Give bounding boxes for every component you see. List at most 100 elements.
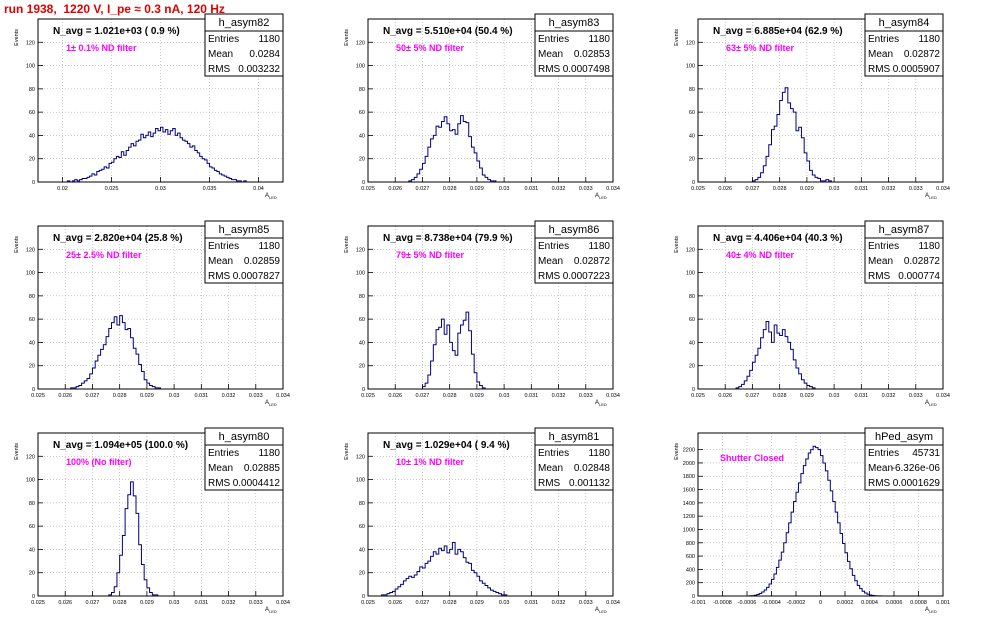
x-tick-label: 0.032 (222, 393, 236, 399)
y-tick-label: 80 (359, 87, 365, 93)
stat-value: 0.0007223 (563, 271, 611, 282)
y-tick-label: 20 (359, 571, 365, 577)
plot-frame (37, 225, 284, 390)
x-tick-label: 0.026 (718, 186, 732, 192)
stat-value: 1180 (588, 448, 610, 459)
plot-frame (697, 225, 944, 390)
x-axis-label: ALED (595, 400, 607, 407)
x-tick-label: 0.03 (829, 186, 840, 192)
stat-label: Entries (208, 448, 239, 459)
stat-value: -6.326e-06 (892, 463, 941, 474)
stat-value: 1180 (588, 241, 610, 252)
stat-value: 0.02872 (904, 256, 941, 267)
y-tick-label: 20 (29, 157, 35, 163)
x-tick-label: 0.032 (222, 600, 236, 606)
x-tick-label: 0.03 (499, 600, 510, 606)
stat-label: Entries (868, 448, 899, 459)
x-tick-label: 0.025 (361, 186, 375, 192)
histogram-line (108, 481, 159, 596)
histogram-line (62, 126, 249, 183)
x-tick-label: 0.034 (936, 186, 950, 192)
n-avg-heading: N_avg = 4.406e+04 (40.3 %) (713, 233, 843, 244)
y-tick-label: 60 (689, 110, 695, 116)
y-tick-label: 40 (359, 547, 365, 553)
x-tick-label: 0.03 (499, 393, 510, 399)
stat-label: Mean (868, 49, 893, 60)
y-tick-label: 0 (32, 387, 35, 393)
stat-label: Entries (538, 34, 569, 45)
stat-label: Mean (538, 256, 563, 267)
y-tick-label: 80 (689, 87, 695, 93)
stat-label: Entries (868, 241, 899, 252)
stat-label: Mean (538, 463, 563, 474)
y-tick-label: 20 (359, 157, 365, 163)
histogram-name: h_asym85 (219, 224, 270, 236)
x-tick-label: 0.025 (31, 600, 45, 606)
x-tick-label: 0.031 (194, 600, 208, 606)
x-tick-label: 0.027 (416, 186, 430, 192)
x-tick-label: 0.032 (552, 600, 566, 606)
y-tick-label: 20 (29, 364, 35, 370)
y-axis-label: Events (674, 29, 680, 46)
stat-label: RMS (538, 271, 561, 282)
n-avg-heading: N_avg = 5.510e+04 (50.4 %) (383, 26, 513, 37)
x-tick-label: 0.03 (169, 600, 180, 606)
y-tick-label: 100 (686, 271, 695, 277)
histogram-name: h_asym83 (549, 17, 600, 29)
x-tick-label: 0.033 (579, 186, 593, 192)
x-tick-label: 0 (819, 600, 822, 606)
stat-label: Entries (868, 34, 899, 45)
panel-h_asym81: 0.025 0.026 0.027 0.028 0.029 0.03 0.031 0.032 0… (344, 427, 620, 614)
y-tick-label: 120 (686, 247, 695, 253)
y-tick-label: 80 (689, 294, 695, 300)
x-axis-label: ALED (925, 400, 937, 407)
stats-box (534, 220, 614, 284)
y-tick-label: 400 (686, 567, 695, 573)
panel-h_asym84: 0.025 0.026 0.027 0.028 0.029 0.03 0.031 0.032 0… (674, 13, 950, 200)
y-tick-label: 200 (686, 581, 695, 587)
stat-value: 0.0007827 (233, 271, 281, 282)
y-tick-label: 60 (29, 110, 35, 116)
x-tick-label: -0.0002 (787, 600, 806, 606)
stat-label: RMS (208, 478, 231, 489)
y-tick-label: 0 (362, 387, 365, 393)
y-tick-label: 100 (356, 478, 365, 484)
x-tick-label: 0.035 (203, 186, 217, 192)
x-tick-label: 0.033 (909, 186, 923, 192)
stats-box (204, 427, 284, 491)
x-tick-label: 0.025 (361, 393, 375, 399)
y-tick-label: 100 (26, 271, 35, 277)
plot-frame (367, 18, 614, 183)
x-axis-label: ALED (265, 400, 277, 407)
stat-label: RMS (868, 64, 891, 75)
y-tick-label: 60 (359, 110, 365, 116)
filter-annotation: 25± 2.5% ND filter (66, 250, 142, 260)
x-tick-label: 0.029 (140, 393, 154, 399)
panel-h_asym85: 0.025 0.026 0.027 0.028 0.029 0.03 0.031 0.032 0… (14, 220, 290, 407)
y-tick-label: 120 (356, 454, 365, 460)
y-tick-label: 80 (359, 294, 365, 300)
y-axis-label: Events (344, 29, 350, 46)
stat-label: Entries (538, 241, 569, 252)
x-tick-label: 0.029 (800, 186, 814, 192)
y-tick-label: 0 (32, 180, 35, 186)
y-tick-label: 40 (689, 340, 695, 346)
histogram-name: h_asym84 (879, 17, 930, 29)
x-tick-label: 0.028 (113, 600, 127, 606)
plot-frame (367, 225, 614, 390)
x-axis-label: ALED (595, 193, 607, 200)
x-tick-label: -0.0006 (738, 600, 757, 606)
stat-value: 1180 (918, 241, 940, 252)
histogram-line (735, 320, 816, 389)
x-tick-label: 0.0004 (861, 600, 878, 606)
x-tick-label: 0.0008 (910, 600, 927, 606)
stat-value: 0.02872 (904, 49, 941, 60)
histogram-name: h_asym86 (549, 224, 600, 236)
x-tick-label: 0.028 (443, 600, 457, 606)
x-tick-label: 0.034 (606, 600, 620, 606)
stat-label: Entries (208, 241, 239, 252)
y-tick-label: 0 (692, 180, 695, 186)
stat-label: Mean (868, 463, 893, 474)
y-tick-label: 600 (686, 554, 695, 560)
